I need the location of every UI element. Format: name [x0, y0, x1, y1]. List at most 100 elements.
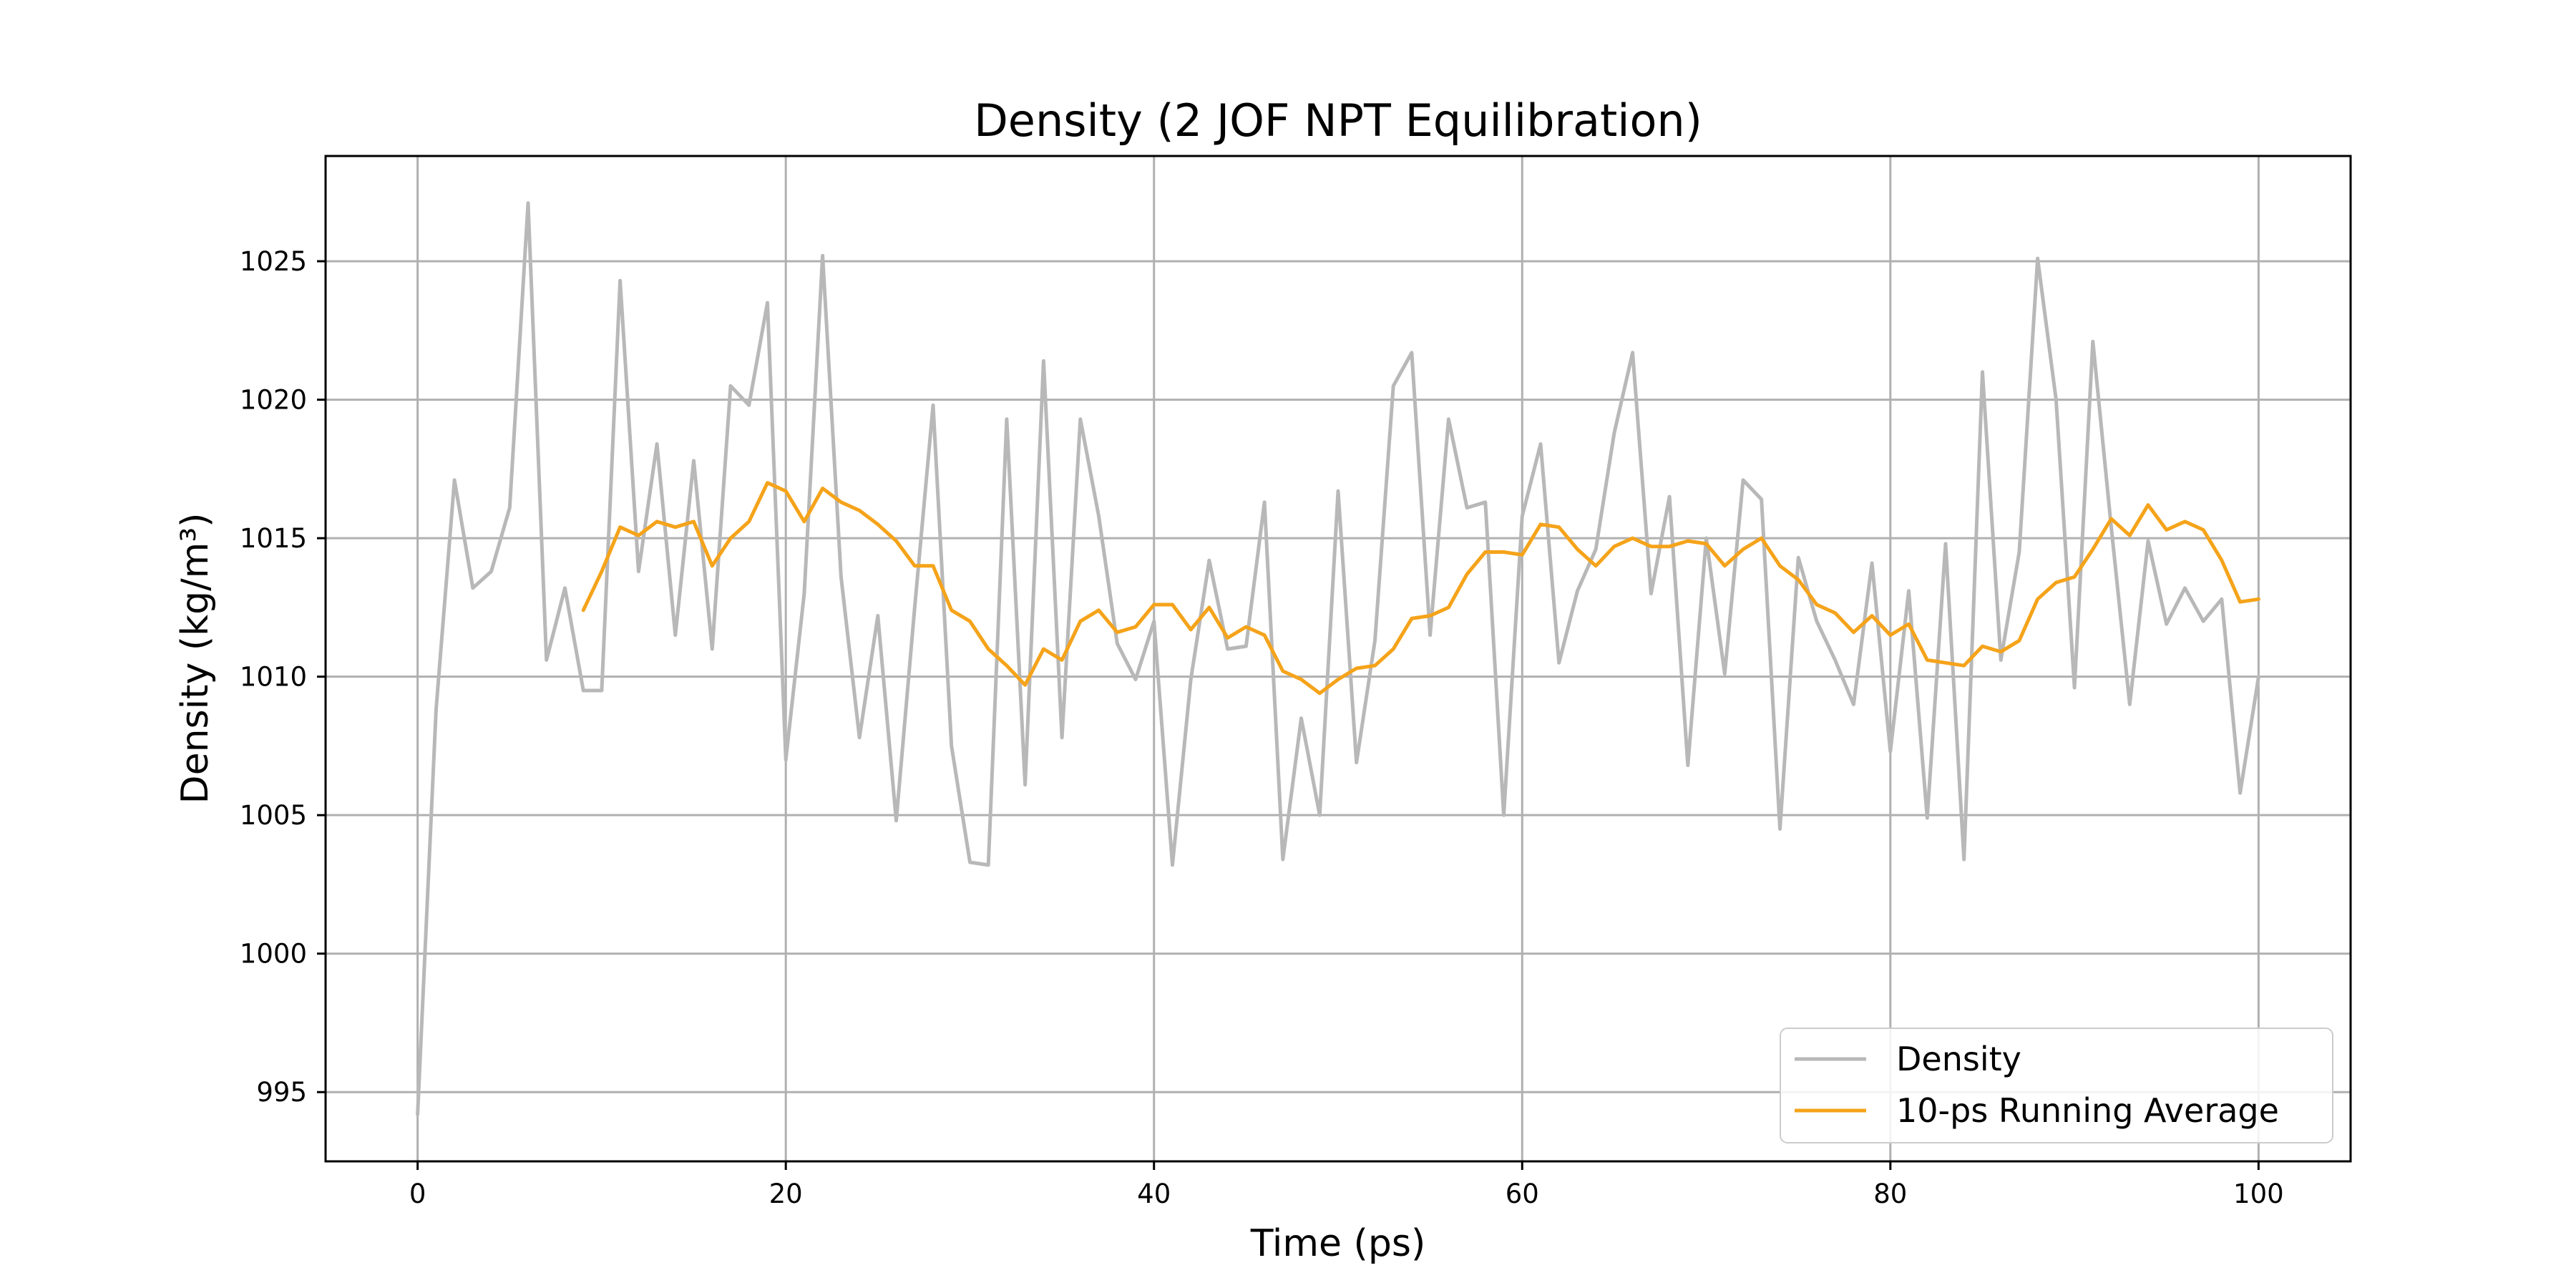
data-point-density [1798, 557, 1799, 558]
data-point-density [1411, 352, 1412, 353]
data-point-10-ps-running-average [712, 565, 713, 566]
data-point-10-ps-running-average [1467, 574, 1468, 575]
data-point-density [1816, 621, 1817, 622]
data-point-10-ps-running-average [601, 571, 602, 572]
data-point-10-ps-running-average [2129, 535, 2130, 536]
data-point-density [454, 479, 455, 480]
data-point-10-ps-running-average [988, 648, 989, 649]
data-point-density [1963, 859, 1964, 860]
data-point-10-ps-running-average [1632, 538, 1633, 539]
data-point-10-ps-running-average [1724, 565, 1725, 566]
legend-box [1780, 1028, 2333, 1143]
data-point-10-ps-running-average [1338, 679, 1339, 680]
data-point-10-ps-running-average [1669, 546, 1670, 547]
data-point-density [896, 820, 897, 821]
data-point-density [2129, 704, 2130, 705]
x-tick-label: 20 [769, 1179, 803, 1209]
data-point-density [1172, 864, 1173, 865]
data-point-density [1982, 371, 1983, 372]
data-point-10-ps-running-average [1651, 546, 1652, 547]
data-point-10-ps-running-average [2258, 599, 2259, 600]
data-point-density [1062, 737, 1063, 738]
series-lines [416, 201, 2260, 1116]
x-tick-label: 40 [1137, 1179, 1171, 1209]
data-point-density [914, 607, 915, 608]
series-line-density [416, 201, 2260, 1116]
data-point-density [1227, 648, 1228, 649]
data-point-10-ps-running-average [2148, 504, 2149, 505]
data-point-density [712, 648, 713, 649]
data-point-10-ps-running-average [914, 565, 915, 566]
data-point-10-ps-running-average [896, 541, 897, 542]
data-point-10-ps-running-average [1963, 665, 1964, 666]
data-point-density [2148, 541, 2149, 542]
data-point-10-ps-running-average [933, 565, 934, 566]
data-point-10-ps-running-average [1872, 615, 1873, 616]
x-tick-label: 0 [409, 1179, 426, 1209]
data-point-10-ps-running-average [1117, 632, 1118, 633]
x-axis-title: Time (ps) [1250, 1222, 1425, 1265]
data-point-density [1632, 352, 1633, 353]
data-point-density [1522, 516, 1523, 517]
data-point-10-ps-running-average [657, 521, 658, 522]
data-point-10-ps-running-average [1687, 541, 1688, 542]
data-point-density [1338, 491, 1339, 492]
data-point-10-ps-running-average [1282, 670, 1283, 671]
data-point-density [417, 1114, 418, 1115]
data-point-10-ps-running-average [748, 521, 749, 522]
plot-frame [324, 155, 2352, 1163]
data-point-density [1356, 762, 1357, 763]
data-point-10-ps-running-average [1043, 648, 1044, 649]
data-point-density [2092, 341, 2093, 342]
data-point-10-ps-running-average [1743, 549, 1744, 550]
data-point-density [1117, 643, 1118, 644]
data-point-10-ps-running-average [2037, 599, 2038, 600]
data-point-density [638, 571, 639, 572]
x-tick-label: 100 [2233, 1179, 2284, 1209]
data-point-10-ps-running-average [877, 524, 878, 525]
x-tick-label: 80 [1873, 1179, 1907, 1209]
data-point-density [1467, 507, 1468, 508]
data-point-10-ps-running-average [1411, 618, 1412, 619]
data-point-10-ps-running-average [2092, 549, 2093, 550]
data-point-density [491, 571, 492, 572]
axis-ticks: 0 20 40 60 80 100 995 1000 1005 1010 1015 1020 1025 [240, 246, 2284, 1209]
data-point-density [1872, 562, 1873, 563]
data-point-density [509, 507, 510, 508]
series-line-10-ps-running-average [581, 481, 2260, 696]
data-point-density [2221, 599, 2222, 600]
data-point-10-ps-running-average [2221, 560, 2222, 561]
data-point-10-ps-running-average [1356, 668, 1357, 669]
data-point-density [1927, 818, 1928, 819]
y-tick-label: 1000 [240, 939, 307, 970]
y-tick-label: 1015 [240, 523, 307, 554]
y-tick-label: 1025 [240, 246, 307, 277]
x-tick-label: 60 [1506, 1179, 1539, 1209]
data-point-10-ps-running-average [1448, 607, 1449, 608]
data-point-density [1908, 590, 1909, 591]
data-point-density [1577, 590, 1578, 591]
data-point-10-ps-running-average [1706, 543, 1707, 544]
data-point-10-ps-running-average [1908, 624, 1909, 625]
data-point-10-ps-running-average [1301, 679, 1302, 680]
data-point-density [1282, 859, 1283, 860]
data-point-density [1687, 765, 1688, 766]
data-point-density [2166, 624, 2167, 625]
data-point-density [988, 864, 989, 865]
chart-title: Density (2 JOF NPT Equilibration) [974, 94, 1702, 147]
data-point-density [933, 405, 934, 406]
data-point-density [693, 460, 694, 461]
data-point-10-ps-running-average [1006, 665, 1007, 666]
y-tick-label: 1010 [240, 662, 307, 693]
data-point-density [2203, 621, 2204, 622]
y-tick-label: 995 [256, 1077, 307, 1108]
data-point-10-ps-running-average [1853, 632, 1854, 633]
data-point-density [1853, 704, 1854, 705]
data-point-density [1706, 538, 1707, 539]
data-point-10-ps-running-average [767, 482, 768, 483]
data-point-density [2056, 399, 2057, 400]
data-point-density [1743, 479, 1744, 480]
data-point-density [2037, 258, 2038, 259]
data-point-density [472, 587, 473, 588]
